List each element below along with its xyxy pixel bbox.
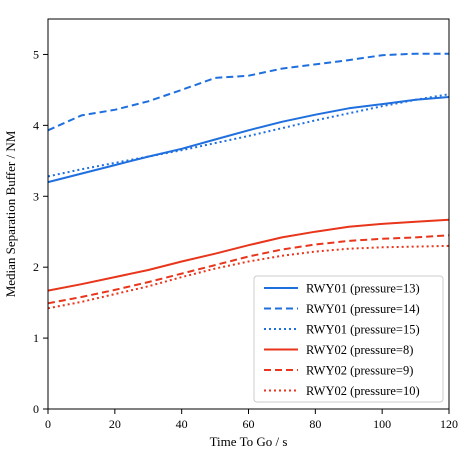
y-tick-label: 0 (33, 402, 39, 416)
legend-entry-label: RWY02 (pressure=8) (306, 343, 413, 357)
series-line-6 (47, 244, 450, 310)
x-tick-label: 20 (109, 417, 121, 431)
x-tick-label: 0 (45, 417, 51, 431)
series-line-3 (47, 93, 450, 178)
series-line-1 (47, 96, 450, 184)
series-line-4 (47, 218, 450, 292)
x-tick-label: 40 (176, 417, 188, 431)
y-tick-label: 1 (33, 331, 39, 345)
legend-entry-label: RWY02 (pressure=10) (306, 384, 420, 398)
y-axis-ticks: 0 1 2 3 4 5 (33, 47, 48, 416)
series-line-2 (47, 52, 449, 132)
series-line-5 (47, 234, 450, 305)
legend-entry-label: RWY01 (pressure=13) (306, 282, 420, 296)
legend-box (253, 275, 444, 403)
x-tick-label: 100 (373, 417, 391, 431)
legend-entry-label: RWY01 (pressure=14) (306, 302, 420, 316)
legend: RWY01 (pressure=13) RWY01 (pressure=14) RW… (253, 275, 444, 403)
legend-entry-label: RWY01 (pressure=15) (306, 323, 420, 337)
x-tick-label: 60 (243, 417, 255, 431)
y-tick-label: 4 (33, 118, 39, 132)
series-layer (47, 52, 450, 310)
y-tick-label: 2 (33, 260, 39, 274)
x-tick-label: 80 (309, 417, 321, 431)
x-axis-ticks: 0 20 40 60 80 100 120 (45, 409, 458, 431)
y-axis-label: Median Separation Buffer / NM (3, 130, 18, 297)
x-axis-label: Time To Go / s (210, 434, 288, 449)
legend-entry-label: RWY02 (pressure=9) (306, 364, 413, 378)
x-tick-label: 120 (440, 417, 458, 431)
y-tick-label: 5 (33, 47, 39, 61)
y-tick-label: 3 (33, 189, 39, 203)
